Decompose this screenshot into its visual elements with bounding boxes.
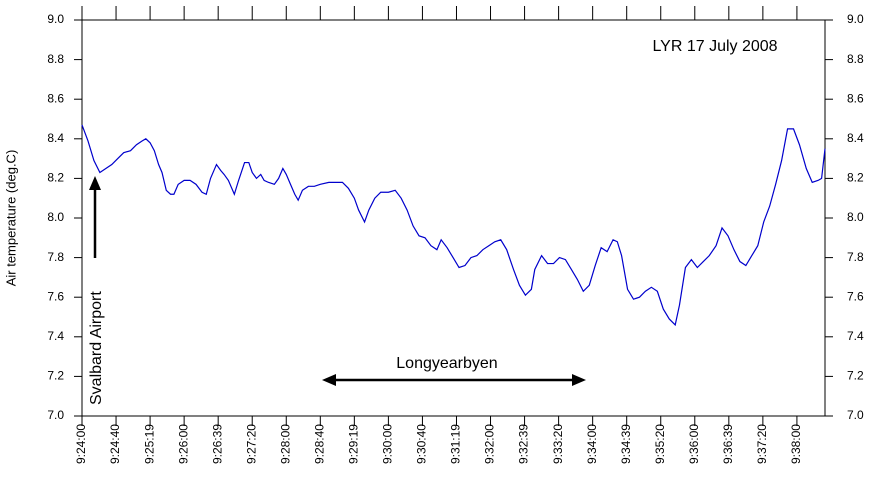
- x-tick-label: 9:34:39: [619, 424, 633, 464]
- x-tick-label: 9:32:39: [517, 424, 531, 464]
- x-tick-label: 9:25:19: [142, 424, 156, 464]
- x-tick-label: 9:28:40: [312, 424, 326, 464]
- x-tick-label: 9:29:19: [347, 424, 361, 464]
- arrow: [322, 374, 586, 386]
- x-tick-label: 9:27:20: [244, 424, 258, 464]
- y-tick-label: 7.2: [47, 369, 64, 383]
- x-tick-label: 9:37:20: [755, 424, 769, 464]
- x-tick-label: 9:30:00: [381, 424, 395, 464]
- y-tick-label: 7.0: [47, 408, 64, 422]
- x-tick-label: 9:36:00: [687, 424, 701, 464]
- y-tick-label: 7.2: [847, 369, 864, 383]
- y-tick-label: 8.8: [47, 52, 64, 66]
- y-tick-label: 8.6: [47, 91, 64, 105]
- x-tick-label: 9:31:19: [449, 424, 463, 464]
- y-tick-label: 9.0: [847, 12, 864, 26]
- x-tick-label: 9:30:40: [415, 424, 429, 464]
- y-tick-label: 8.6: [847, 91, 864, 105]
- y-axis-label: Air temperature (deg.C): [3, 150, 18, 287]
- chart-title: LYR 17 July 2008: [652, 38, 777, 55]
- y-tick-label: 7.4: [847, 329, 864, 343]
- x-tick-label: 9:24:00: [74, 424, 88, 464]
- y-tick-label: 8.2: [47, 171, 64, 185]
- y-tick-label: 8.4: [847, 131, 864, 145]
- y-tick-label: 7.0: [847, 408, 864, 422]
- line-series: [81, 124, 826, 327]
- x-tick-label: 9:32:00: [483, 424, 497, 464]
- y-tick-label: 8.0: [847, 210, 864, 224]
- y-tick-label: 8.4: [47, 131, 64, 145]
- x-tick-label: 9:35:20: [653, 424, 667, 464]
- y-tick-label: 7.6: [47, 289, 64, 303]
- x-tick-label: 9:36:39: [721, 424, 735, 464]
- y-tick-label: 7.8: [47, 250, 64, 264]
- y-tick-label: 8.8: [847, 52, 864, 66]
- x-tick-label: 9:26:00: [176, 424, 190, 464]
- annotation: Longyearbyen: [396, 355, 497, 372]
- x-tick-label: 9:33:20: [551, 424, 565, 464]
- x-tick-label: 9:26:39: [210, 424, 224, 464]
- x-tick-label: 9:28:00: [278, 424, 292, 464]
- arrow: [89, 176, 101, 258]
- y-tick-label: 8.0: [47, 210, 64, 224]
- y-tick-label: 7.6: [847, 289, 864, 303]
- x-tick-label: 9:38:00: [789, 424, 803, 464]
- annotation: Svalbard Airport: [88, 291, 105, 405]
- x-tick-label: 9:24:40: [108, 424, 122, 464]
- y-tick-label: 7.4: [47, 329, 64, 343]
- y-tick-label: 7.8: [847, 250, 864, 264]
- y-tick-label: 8.2: [847, 171, 864, 185]
- x-tick-label: 9:34:00: [585, 424, 599, 464]
- y-tick-label: 9.0: [47, 12, 64, 26]
